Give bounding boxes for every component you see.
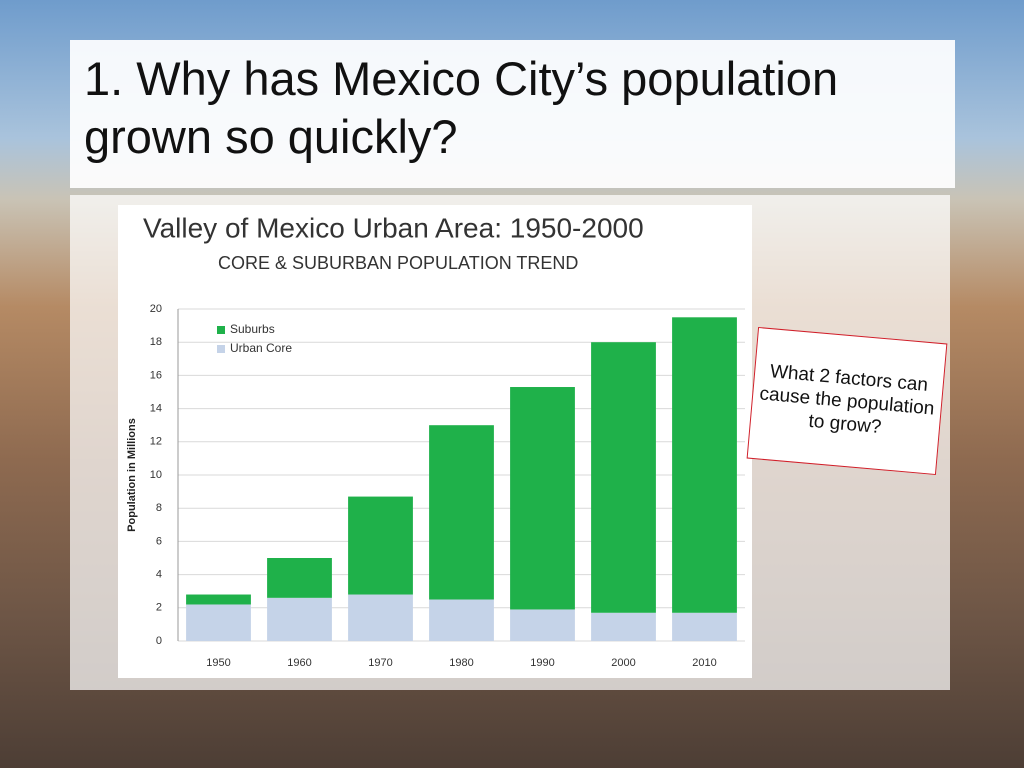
y-tick-label: 8 [156,502,162,514]
y-tick-label: 12 [150,436,162,448]
bar-segment [348,594,413,641]
callout-text: What 2 factors can cause the population … [758,360,936,438]
x-tick-label: 1980 [449,657,473,669]
y-tick-label: 0 [156,635,162,647]
bar-segment [672,317,737,613]
chart-subtitle: CORE & SUBURBAN POPULATION TREND [218,253,578,273]
bar-segment [429,599,494,641]
y-tick-label: 18 [150,336,162,348]
bar-segment [672,612,737,641]
x-tick-label: 2010 [692,657,716,669]
y-tick-label: 6 [156,535,162,547]
y-tick-label: 10 [150,469,162,481]
slide-title: 1. Why has Mexico City’s population grow… [84,52,839,163]
callout: What 2 factors can cause the population … [746,326,948,476]
bar-segment [186,604,251,641]
bar-segment [429,425,494,600]
title-box: 1. Why has Mexico City’s population grow… [70,40,955,188]
legend-label: Suburbs [230,322,275,336]
bar-segment [348,496,413,595]
bar-segment [186,594,251,605]
x-tick-label: 1960 [287,657,311,669]
y-tick-label: 16 [150,369,162,381]
y-tick-label: 2 [156,602,162,614]
x-tick-label: 1970 [368,657,392,669]
bar-segment [510,387,575,610]
bar-segment [267,597,332,641]
y-tick-label: 4 [156,569,162,581]
bar-segment [267,558,332,598]
y-tick-label: 20 [150,303,162,315]
y-axis-label: Population in Millions [126,418,138,532]
legend-swatch [217,326,225,334]
bar-segment [591,342,656,613]
y-tick-label: 14 [150,403,162,415]
legend-label: Urban Core [230,341,292,355]
chart-title: Valley of Mexico Urban Area: 1950-2000 [143,212,644,243]
x-tick-label: 1950 [206,657,230,669]
x-tick-label: 1990 [530,657,554,669]
x-tick-label: 2000 [611,657,635,669]
legend-swatch [217,345,225,353]
bar-segment [510,609,575,641]
bar-segment [591,612,656,641]
